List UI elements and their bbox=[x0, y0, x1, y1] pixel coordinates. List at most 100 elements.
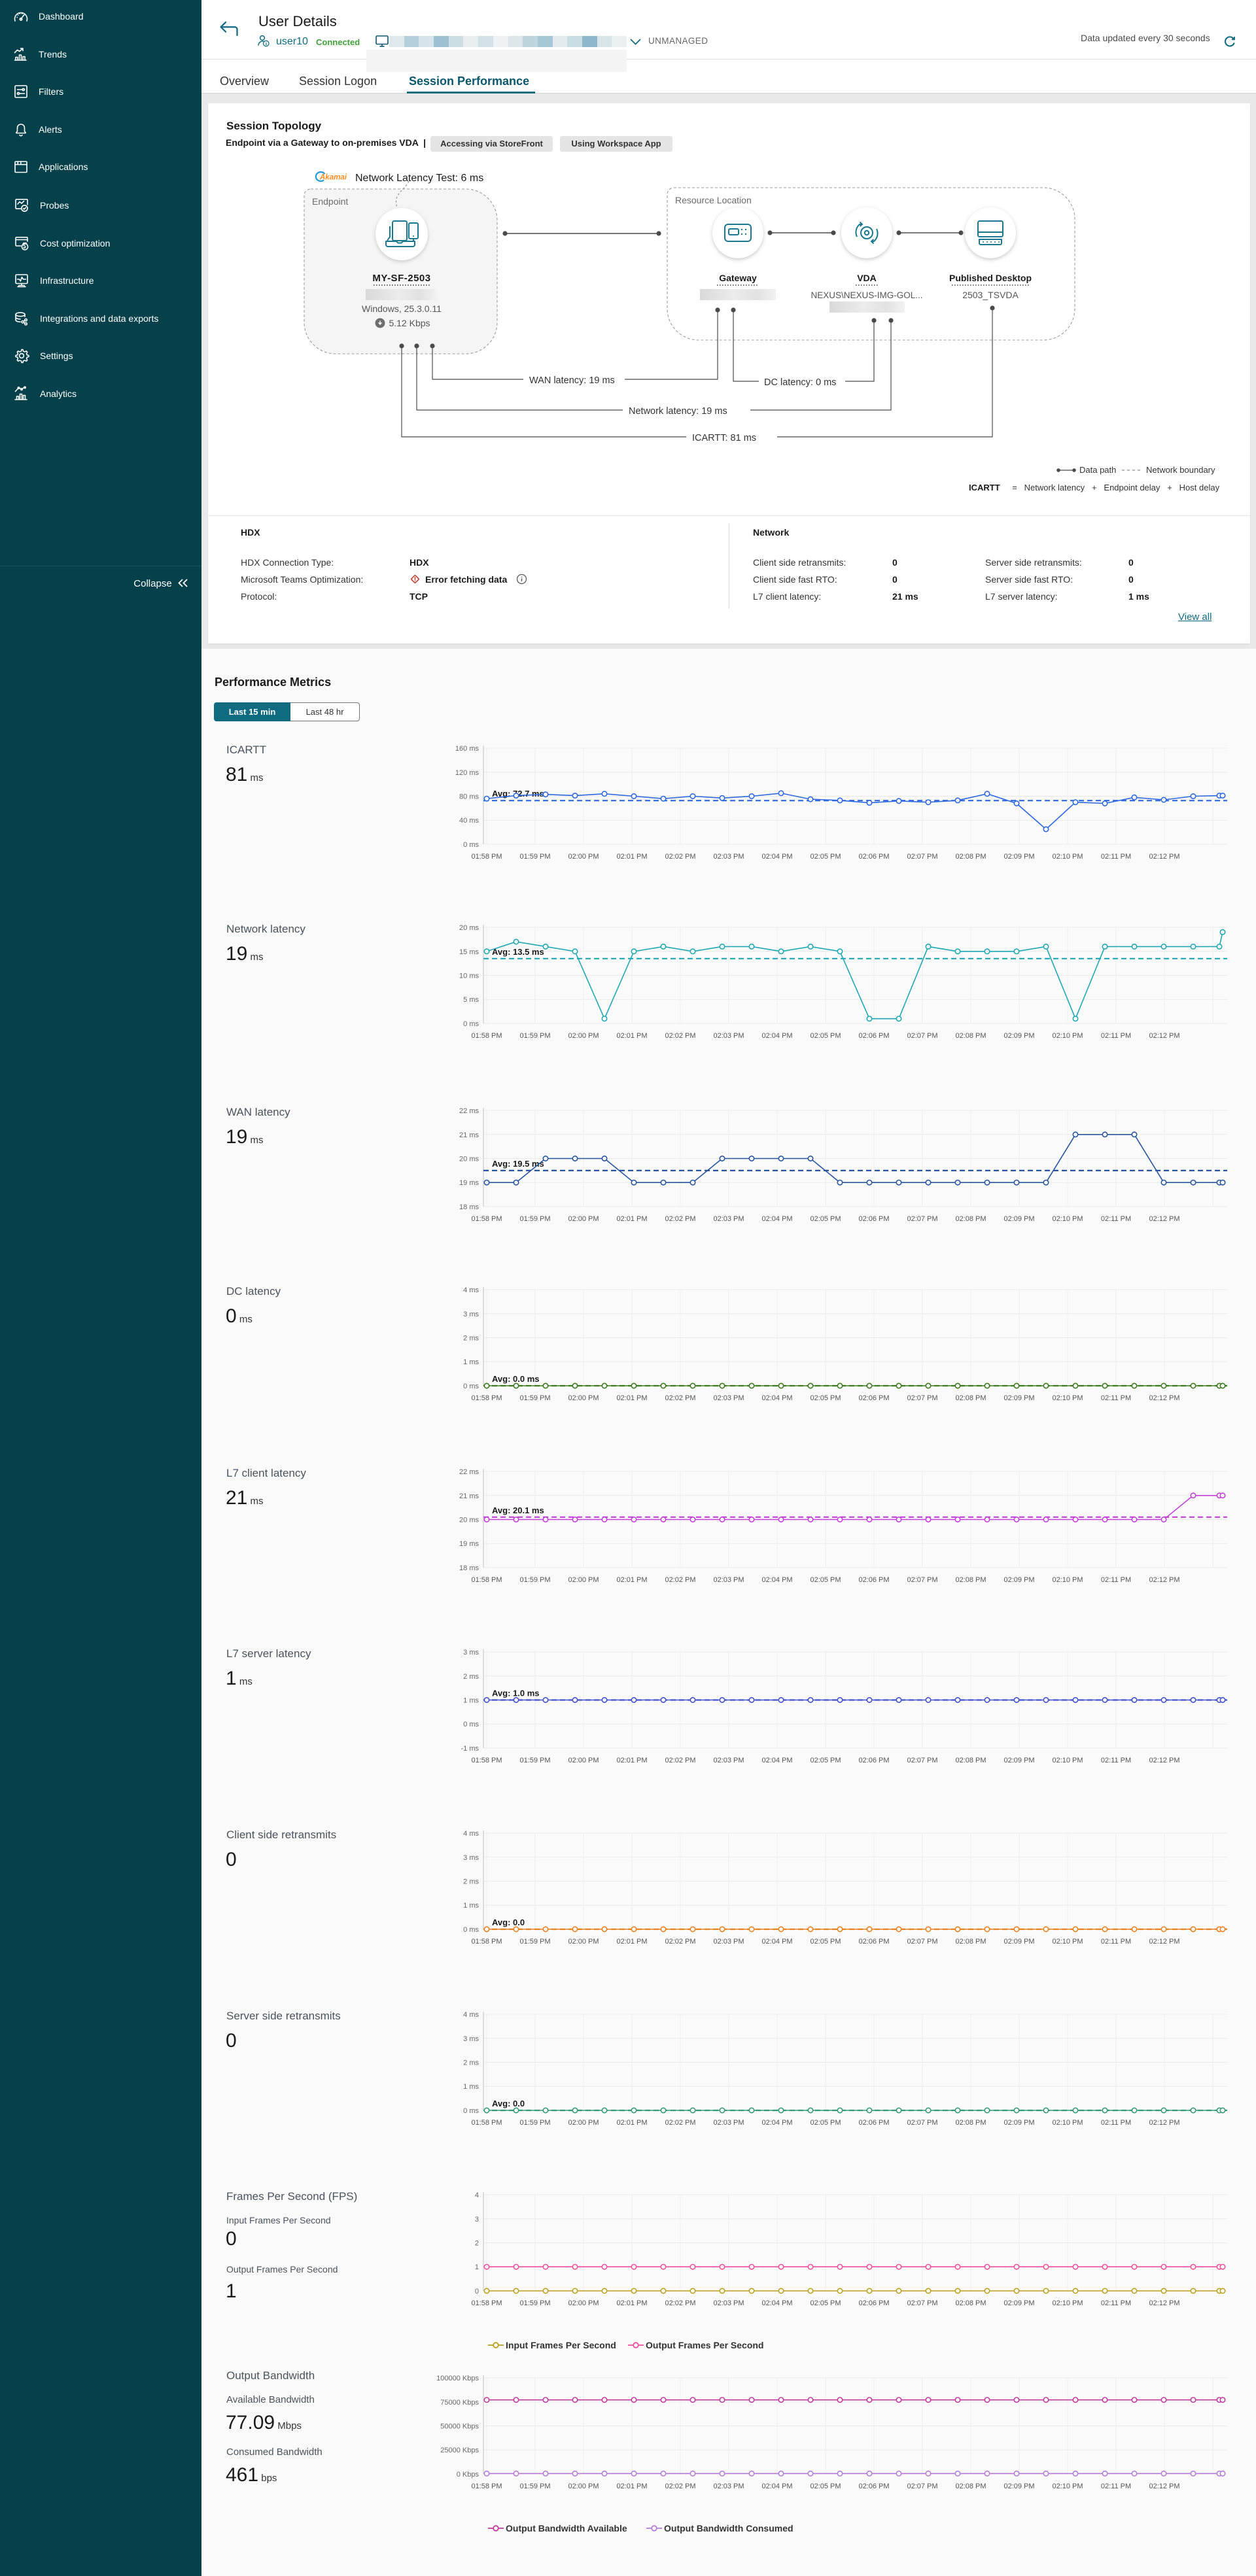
svg-text:02:11 PM: 02:11 PM bbox=[1101, 853, 1131, 861]
svg-text:02:01 PM: 02:01 PM bbox=[616, 2482, 647, 2490]
svg-text:02:06 PM: 02:06 PM bbox=[858, 1576, 889, 1584]
svg-text:02:07 PM: 02:07 PM bbox=[907, 2119, 937, 2127]
svg-text:22 ms: 22 ms bbox=[459, 1107, 479, 1115]
svg-text:Gateway: Gateway bbox=[719, 273, 757, 283]
svg-text:02:01 PM: 02:01 PM bbox=[616, 1576, 647, 1584]
svg-text:120 ms: 120 ms bbox=[455, 769, 480, 777]
svg-text:02:12 PM: 02:12 PM bbox=[1149, 2299, 1179, 2307]
svg-text:02:08 PM: 02:08 PM bbox=[955, 1215, 986, 1223]
svg-text:02:05 PM: 02:05 PM bbox=[810, 2299, 841, 2307]
svg-text:3 ms: 3 ms bbox=[463, 1311, 479, 1318]
svg-text:02:07 PM: 02:07 PM bbox=[907, 1938, 937, 1946]
svg-text:02:05 PM: 02:05 PM bbox=[810, 1576, 841, 1584]
svg-text:01:58 PM: 01:58 PM bbox=[471, 1032, 502, 1040]
svg-text:20 ms: 20 ms bbox=[459, 924, 479, 932]
svg-text:Avg: 20.1 ms: Avg: 20.1 ms bbox=[492, 1505, 544, 1515]
svg-text:02:12 PM: 02:12 PM bbox=[1149, 1576, 1179, 1584]
svg-text:02:08 PM: 02:08 PM bbox=[955, 1576, 986, 1584]
svg-text:02:05 PM: 02:05 PM bbox=[810, 1215, 841, 1223]
svg-text:01:58 PM: 01:58 PM bbox=[471, 853, 502, 861]
svg-text:01:58 PM: 01:58 PM bbox=[471, 2482, 502, 2490]
svg-text:01:59 PM: 01:59 PM bbox=[519, 1394, 550, 1402]
svg-text:2 ms: 2 ms bbox=[463, 1673, 479, 1681]
svg-text:02:00 PM: 02:00 PM bbox=[568, 1394, 599, 1402]
svg-text:0 ms: 0 ms bbox=[463, 1926, 479, 1934]
svg-text:02:02 PM: 02:02 PM bbox=[665, 1215, 695, 1223]
svg-text:02:07 PM: 02:07 PM bbox=[907, 1032, 937, 1040]
svg-text:Resource Location: Resource Location bbox=[675, 195, 752, 205]
svg-text:02:06 PM: 02:06 PM bbox=[858, 1394, 889, 1402]
svg-text:1 ms: 1 ms bbox=[463, 1358, 479, 1366]
svg-text:02:11 PM: 02:11 PM bbox=[1101, 2482, 1131, 2490]
svg-text:02:01 PM: 02:01 PM bbox=[616, 2119, 647, 2127]
svg-text:02:10 PM: 02:10 PM bbox=[1052, 2299, 1083, 2307]
svg-text:02:09 PM: 02:09 PM bbox=[1003, 853, 1034, 861]
svg-text:3 ms: 3 ms bbox=[463, 2035, 479, 2043]
svg-text:02:04 PM: 02:04 PM bbox=[761, 1215, 792, 1223]
svg-text:02:06 PM: 02:06 PM bbox=[858, 2119, 889, 2127]
svg-text:02:11 PM: 02:11 PM bbox=[1101, 1938, 1131, 1946]
svg-text:50000 Kbps: 50000 Kbps bbox=[440, 2423, 479, 2431]
svg-text:02:04 PM: 02:04 PM bbox=[761, 2299, 792, 2307]
svg-text:02:12 PM: 02:12 PM bbox=[1149, 1757, 1179, 1764]
svg-text:02:09 PM: 02:09 PM bbox=[1003, 2299, 1034, 2307]
svg-text:02:12 PM: 02:12 PM bbox=[1149, 1215, 1179, 1223]
svg-text:02:09 PM: 02:09 PM bbox=[1003, 2482, 1034, 2490]
svg-text:0: 0 bbox=[475, 2288, 479, 2295]
svg-text:02:02 PM: 02:02 PM bbox=[665, 2119, 695, 2127]
svg-text:3 ms: 3 ms bbox=[463, 1854, 479, 1862]
svg-text:02:10 PM: 02:10 PM bbox=[1052, 2482, 1083, 2490]
svg-text:Avg: 19.5 ms: Avg: 19.5 ms bbox=[492, 1159, 544, 1169]
svg-text:01:58 PM: 01:58 PM bbox=[471, 1938, 502, 1946]
svg-text:NEXUS\NEXUS-IMG-GOL...: NEXUS\NEXUS-IMG-GOL... bbox=[811, 290, 922, 300]
svg-text:02:03 PM: 02:03 PM bbox=[713, 1757, 744, 1764]
svg-text:0 Kbps: 0 Kbps bbox=[457, 2471, 480, 2479]
svg-text:VDA: VDA bbox=[857, 273, 877, 283]
svg-text:02:10 PM: 02:10 PM bbox=[1052, 1938, 1083, 1946]
svg-text:02:03 PM: 02:03 PM bbox=[713, 1394, 744, 1402]
svg-text:02:05 PM: 02:05 PM bbox=[810, 1394, 841, 1402]
svg-text:02:12 PM: 02:12 PM bbox=[1149, 1394, 1179, 1402]
svg-text:02:12 PM: 02:12 PM bbox=[1149, 1032, 1179, 1040]
svg-text:2 ms: 2 ms bbox=[463, 1878, 479, 1886]
svg-text:01:59 PM: 01:59 PM bbox=[519, 2482, 550, 2490]
svg-text:02:08 PM: 02:08 PM bbox=[955, 2482, 986, 2490]
svg-text:02:03 PM: 02:03 PM bbox=[713, 2119, 744, 2127]
svg-text:100000 Kbps: 100000 Kbps bbox=[436, 2375, 479, 2382]
svg-text:02:00 PM: 02:00 PM bbox=[568, 2482, 599, 2490]
svg-text:02:09 PM: 02:09 PM bbox=[1003, 1032, 1034, 1040]
svg-text:02:04 PM: 02:04 PM bbox=[761, 853, 792, 861]
svg-text:01:59 PM: 01:59 PM bbox=[519, 1757, 550, 1764]
svg-text:19 ms: 19 ms bbox=[459, 1540, 479, 1548]
svg-text:0 ms: 0 ms bbox=[463, 841, 479, 849]
svg-text:02:01 PM: 02:01 PM bbox=[616, 2299, 647, 2307]
svg-text:02:11 PM: 02:11 PM bbox=[1101, 1576, 1131, 1584]
svg-text:02:06 PM: 02:06 PM bbox=[858, 1757, 889, 1764]
svg-text:Avg: 0.0 ms: Avg: 0.0 ms bbox=[492, 1374, 540, 1384]
svg-text:02:09 PM: 02:09 PM bbox=[1003, 1576, 1034, 1584]
svg-text:02:10 PM: 02:10 PM bbox=[1052, 2119, 1083, 2127]
svg-text:19 ms: 19 ms bbox=[459, 1179, 479, 1187]
svg-text:02:09 PM: 02:09 PM bbox=[1003, 1757, 1034, 1764]
svg-text:0 ms: 0 ms bbox=[463, 1020, 479, 1028]
svg-text:02:05 PM: 02:05 PM bbox=[810, 2482, 841, 2490]
svg-text:02:01 PM: 02:01 PM bbox=[616, 1757, 647, 1764]
svg-text:Network latency: 19 ms: Network latency: 19 ms bbox=[629, 406, 727, 417]
svg-text:02:04 PM: 02:04 PM bbox=[761, 2482, 792, 2490]
svg-text:Avg: 0.0: Avg: 0.0 bbox=[492, 1917, 525, 1927]
svg-text:-1 ms: -1 ms bbox=[461, 1745, 480, 1753]
svg-text:02:04 PM: 02:04 PM bbox=[761, 1394, 792, 1402]
svg-text:02:07 PM: 02:07 PM bbox=[907, 1215, 937, 1223]
svg-text:02:04 PM: 02:04 PM bbox=[761, 1576, 792, 1584]
svg-text:02:00 PM: 02:00 PM bbox=[568, 2119, 599, 2127]
svg-text:02:03 PM: 02:03 PM bbox=[713, 1576, 744, 1584]
svg-text:01:59 PM: 01:59 PM bbox=[519, 2119, 550, 2127]
svg-text:1 ms: 1 ms bbox=[463, 1697, 479, 1705]
svg-text:80 ms: 80 ms bbox=[459, 793, 479, 801]
svg-text:1 ms: 1 ms bbox=[463, 1902, 479, 1910]
svg-text:02:10 PM: 02:10 PM bbox=[1052, 853, 1083, 861]
svg-text:2: 2 bbox=[475, 2240, 479, 2248]
svg-text:4 ms: 4 ms bbox=[463, 2011, 479, 2019]
svg-text:ICARTT: ICARTT bbox=[969, 483, 1000, 492]
svg-text:02:10 PM: 02:10 PM bbox=[1052, 1757, 1083, 1764]
